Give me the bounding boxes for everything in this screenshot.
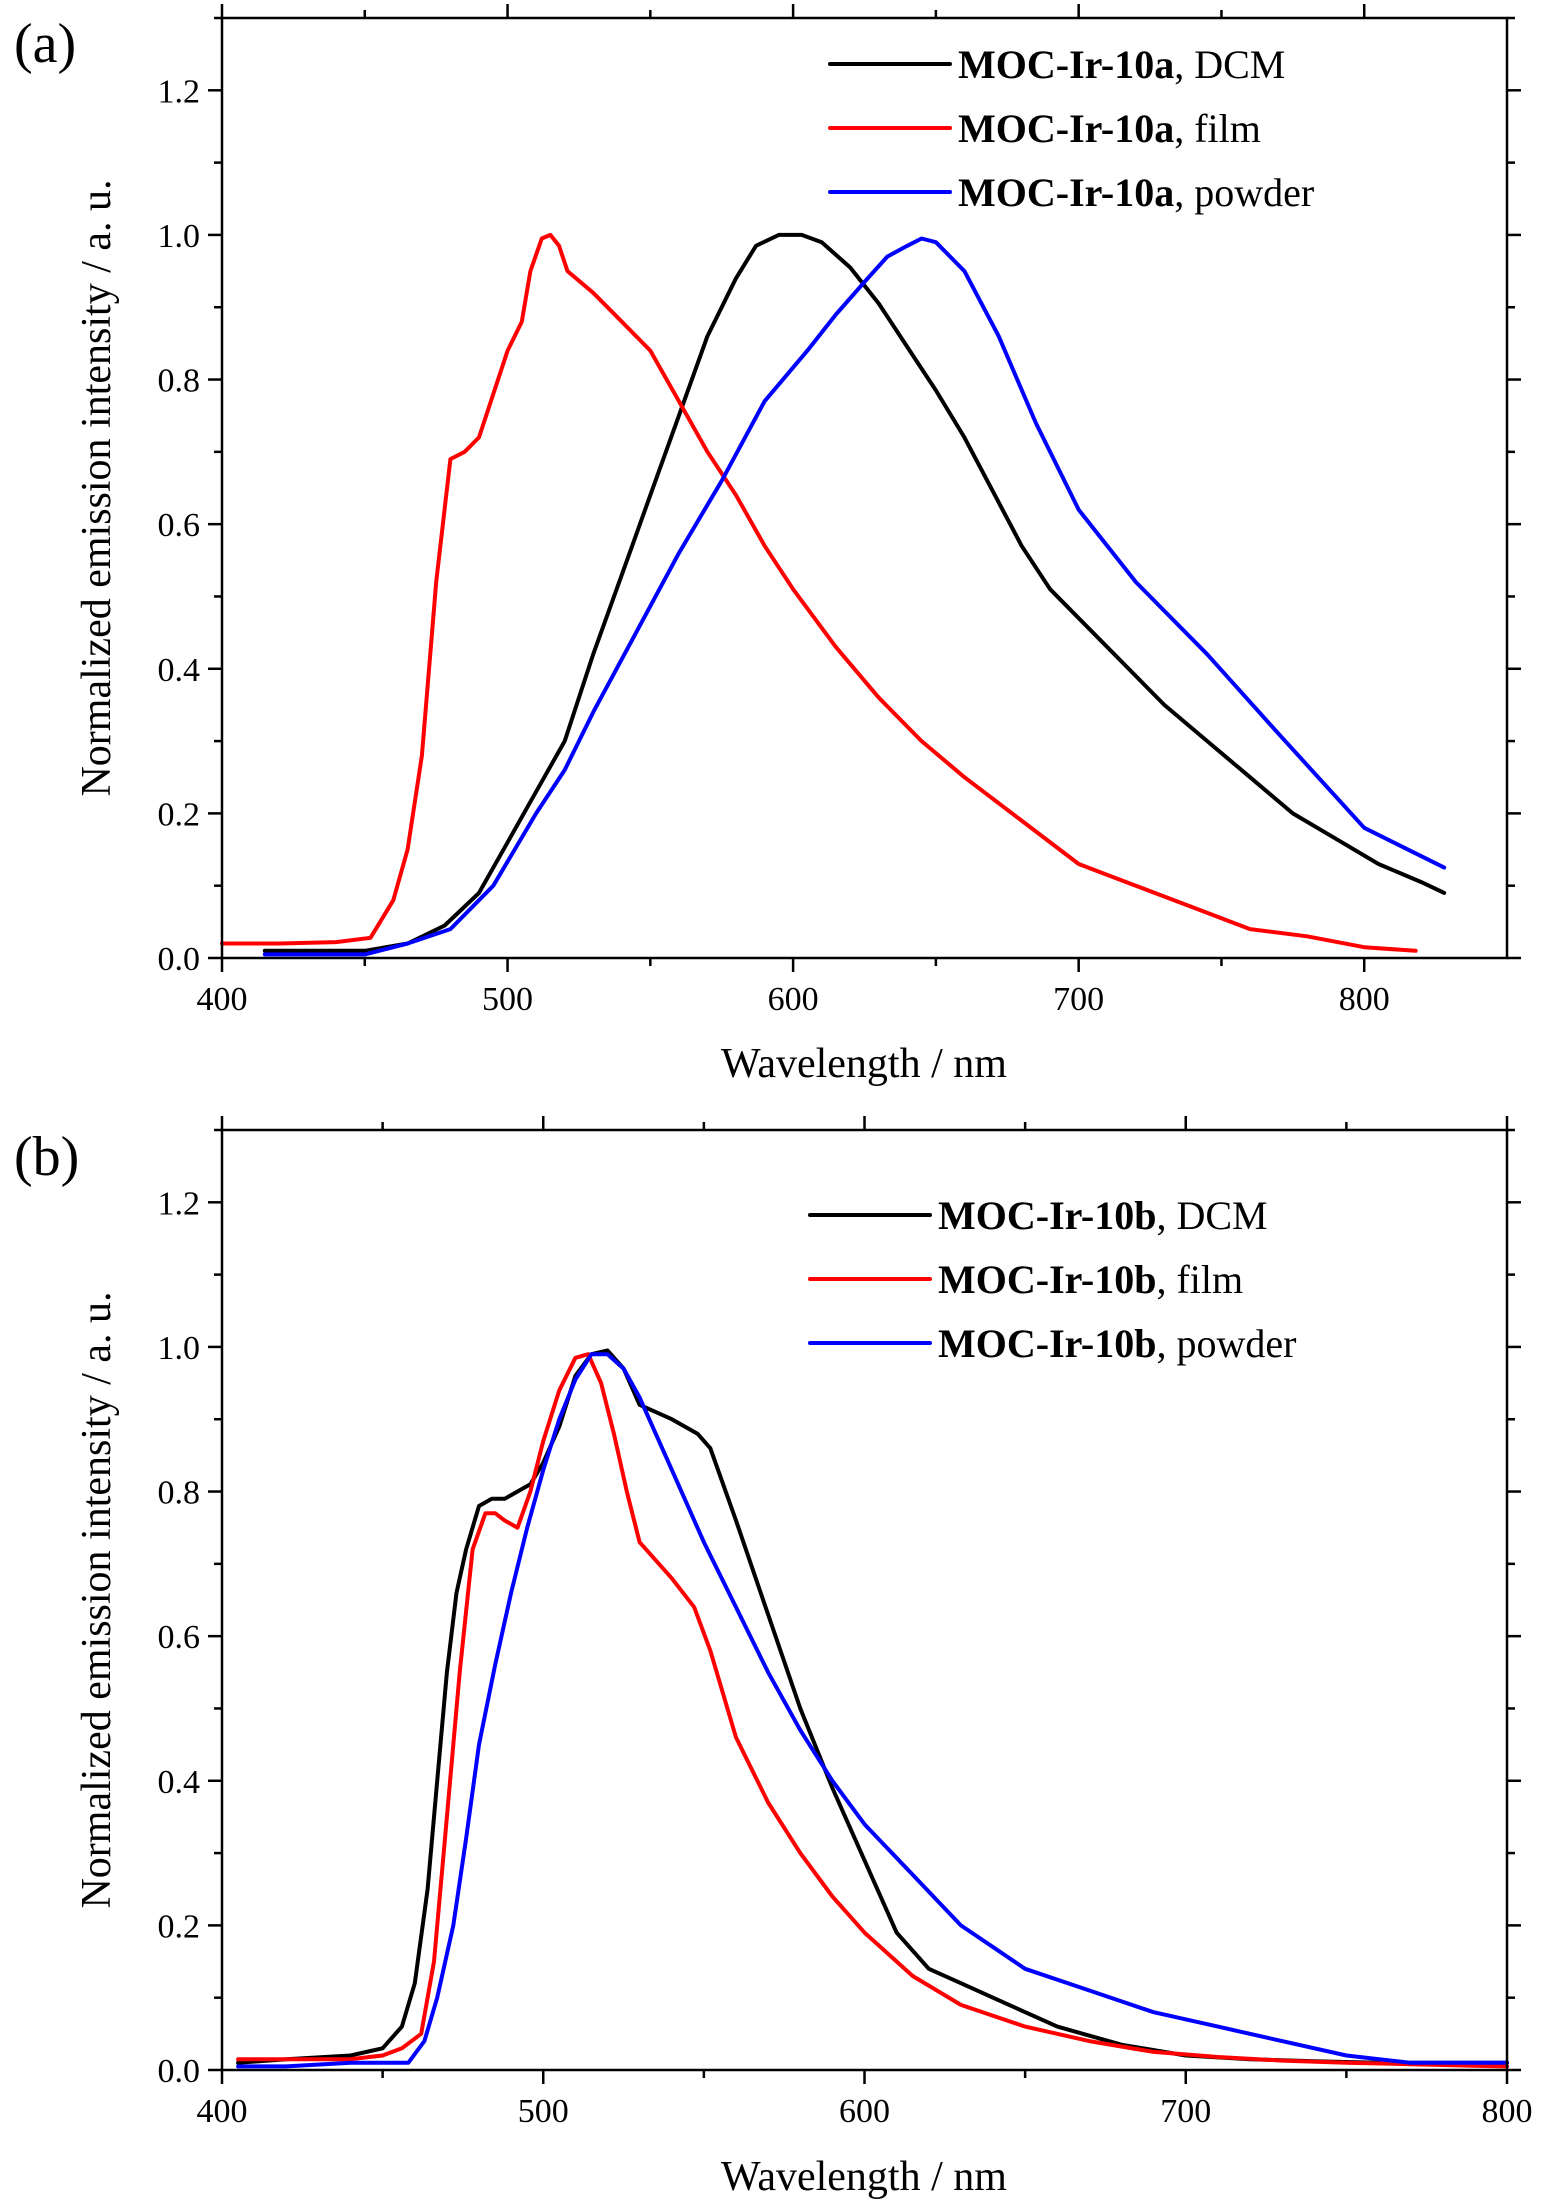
legend-entry-a-film: MOC-Ir-10a, film	[958, 106, 1261, 151]
x-tick-label: 700	[1160, 2093, 1211, 2130]
legend-entry-b-dcm: MOC-Ir-10b, DCM	[938, 1193, 1268, 1238]
y-tick-label: 0.6	[158, 507, 201, 544]
series-line-b-film	[236, 1352, 1509, 2069]
x-tick-label: 800	[1339, 981, 1390, 1018]
panel-b-x-axis-title: Wavelength / nm	[721, 2154, 1007, 2200]
y-tick-label: 0.0	[158, 941, 201, 978]
y-tick-label: 0.2	[158, 1908, 201, 1945]
y-tick-label: 1.0	[158, 218, 201, 255]
y-tick-label: 0.8	[158, 363, 201, 400]
panel-a-legend: MOC-Ir-10a, DCM MOC-Ir-10a, film MOC-Ir-…	[828, 42, 1314, 215]
x-tick-label: 800	[1482, 2093, 1533, 2130]
y-tick-label: 1.2	[158, 73, 201, 110]
panel-a-series-layer	[220, 232, 1447, 957]
series-line-a-dcm	[262, 232, 1447, 953]
y-tick-label: 0.8	[158, 1475, 201, 1512]
legend-entry-b-powder: MOC-Ir-10b, powder	[938, 1321, 1296, 1366]
series-line-a-film	[220, 232, 1418, 953]
chart-panel-a: (a) 400 500 600 700 800 0.0 0.2 0.4 0.6 0.8 1.0 1.2…	[14, 4, 1521, 1087]
y-tick-label: 0.4	[158, 1764, 201, 1801]
panel-b-series-layer	[236, 1348, 1509, 2069]
panel-b-legend: MOC-Ir-10b, DCM MOC-Ir-10b, film MOC-Ir-…	[808, 1193, 1296, 1366]
panel-a-x-axis-title: Wavelength / nm	[721, 1041, 1007, 1087]
panel-b-label: (b)	[14, 1126, 79, 1188]
x-tick-label: 400	[197, 2093, 248, 2130]
x-tick-label: 400	[197, 981, 248, 1018]
x-tick-label: 700	[1053, 981, 1104, 1018]
panel-a-plot-frame	[220, 16, 1509, 960]
legend-entry-a-powder: MOC-Ir-10a, powder	[958, 170, 1314, 215]
panel-a-ticks: 400 500 600 700 800 0.0 0.2 0.4 0.6 0.8 1.0 1.2	[158, 4, 1521, 1018]
y-tick-label: 1.0	[158, 1330, 201, 1367]
y-tick-label: 0.2	[158, 796, 201, 833]
legend-entry-b-film: MOC-Ir-10b, film	[938, 1257, 1243, 1302]
x-tick-label: 500	[518, 2093, 569, 2130]
panel-a-y-axis-title: Normalized emission intensity / a. u.	[74, 179, 120, 796]
y-tick-label: 1.2	[158, 1185, 201, 1222]
x-tick-label: 600	[768, 981, 819, 1018]
panel-b-plot-frame	[220, 1128, 1509, 2072]
series-line-a-powder	[262, 236, 1447, 957]
y-tick-label: 0.6	[158, 1619, 201, 1656]
series-line-b-dcm	[236, 1348, 1509, 2065]
y-tick-label: 0.0	[158, 2053, 201, 2090]
x-tick-label: 600	[839, 2093, 890, 2130]
series-line-b-powder	[236, 1352, 1509, 2069]
x-tick-label: 500	[482, 981, 533, 1018]
panel-a-label: (a)	[14, 13, 76, 75]
chart-panel-b: (b) 400 500 600 700 800 0.0 0.2 0.4 0.6 0.8 1.0 1.2…	[14, 1116, 1533, 2200]
panel-b-y-axis-title: Normalized emission intensity / a. u.	[74, 1291, 120, 1908]
legend-entry-a-dcm: MOC-Ir-10a, DCM	[958, 42, 1285, 87]
y-tick-label: 0.4	[158, 652, 201, 689]
panel-b-ticks: 400 500 600 700 800 0.0 0.2 0.4 0.6 0.8 1.0 1.2	[158, 1116, 1533, 2130]
